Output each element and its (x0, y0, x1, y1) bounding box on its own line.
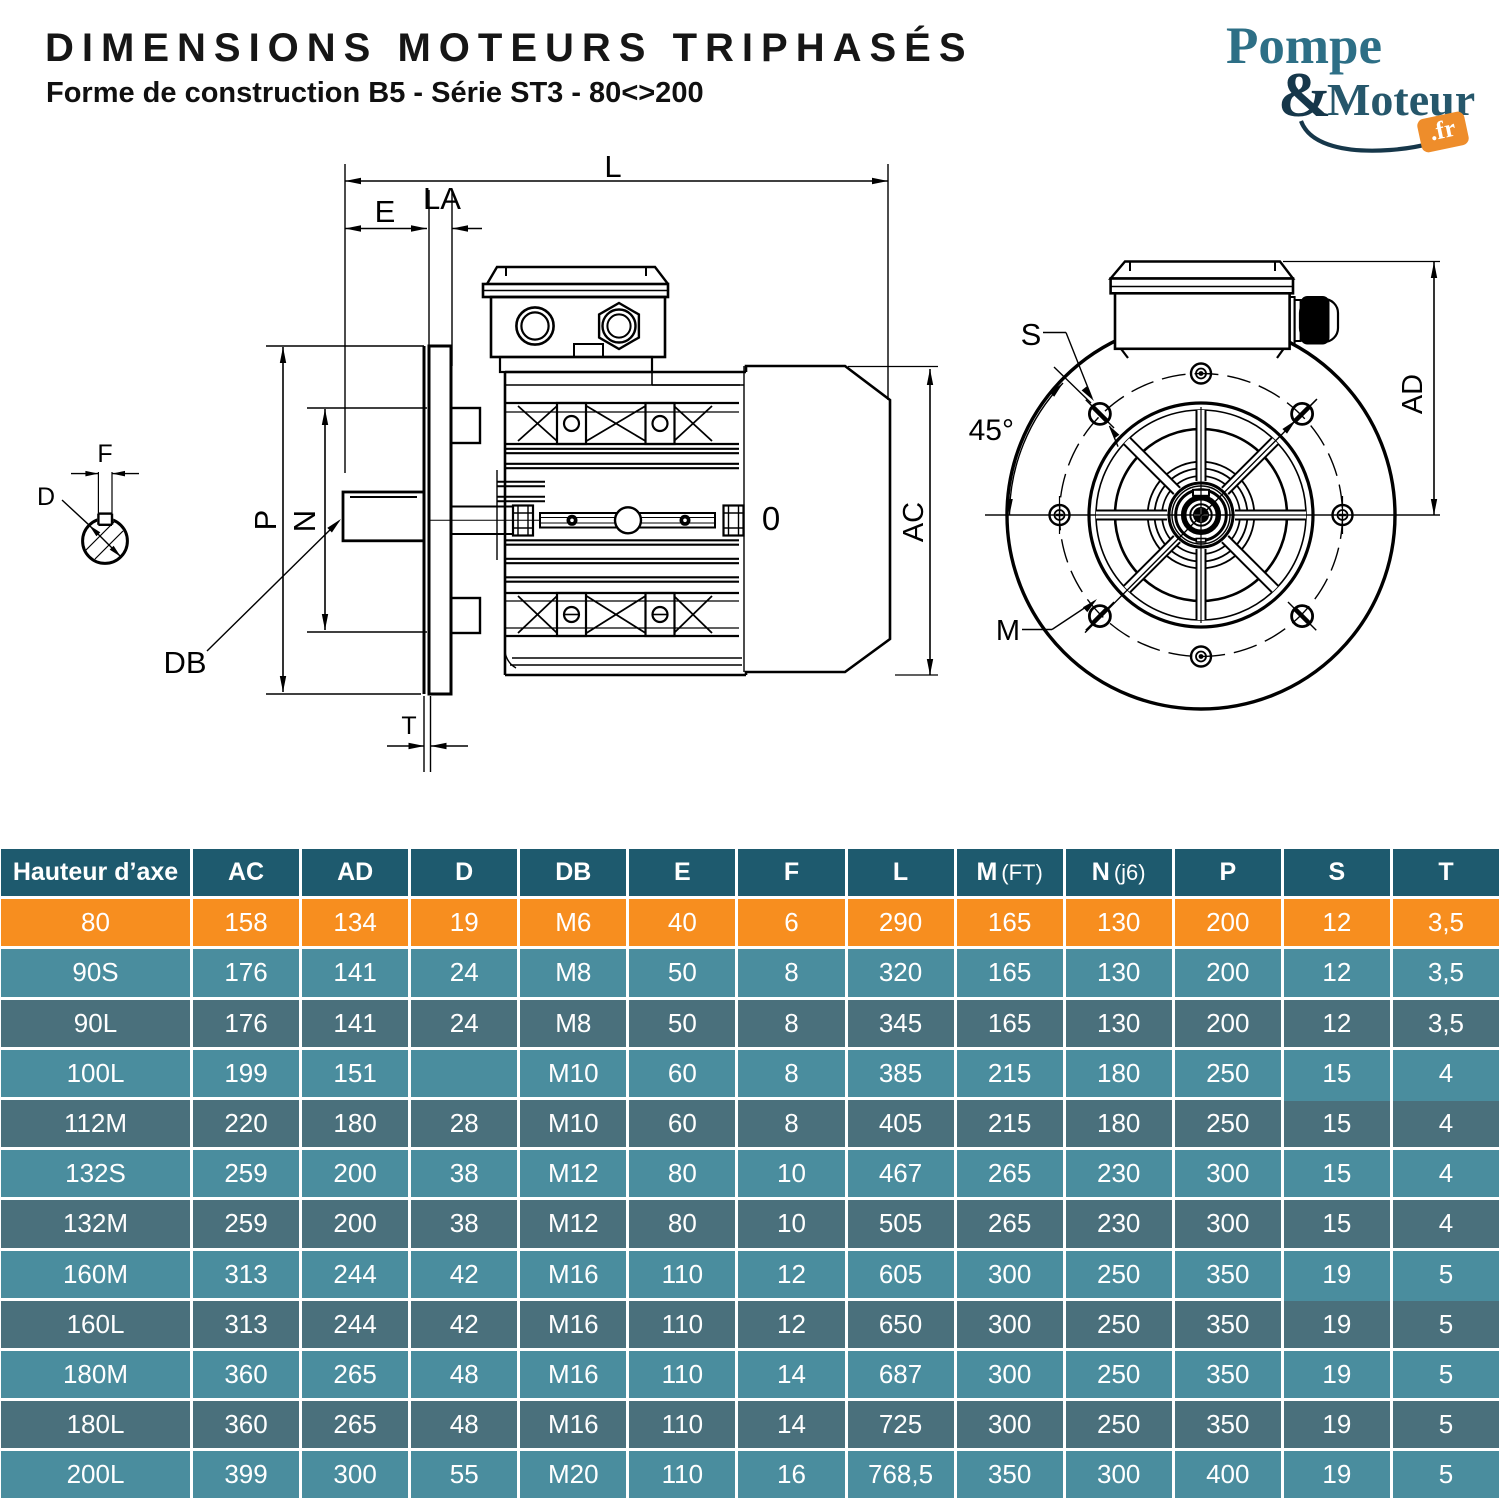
svg-text:DB: DB (163, 645, 206, 680)
svg-text:AD: AD (1397, 374, 1429, 414)
svg-text:L: L (604, 149, 621, 184)
svg-text:AC: AC (898, 502, 930, 542)
svg-text:0: 0 (762, 500, 780, 537)
svg-text:P: P (248, 510, 283, 531)
svg-text:F: F (97, 440, 112, 468)
svg-text:T: T (401, 712, 416, 740)
svg-text:D: D (37, 483, 55, 511)
svg-text:N: N (287, 510, 322, 532)
svg-text:M: M (996, 615, 1020, 647)
svg-text:E: E (375, 194, 396, 229)
svg-text:S: S (1021, 317, 1042, 352)
svg-text:45°: 45° (969, 414, 1014, 447)
